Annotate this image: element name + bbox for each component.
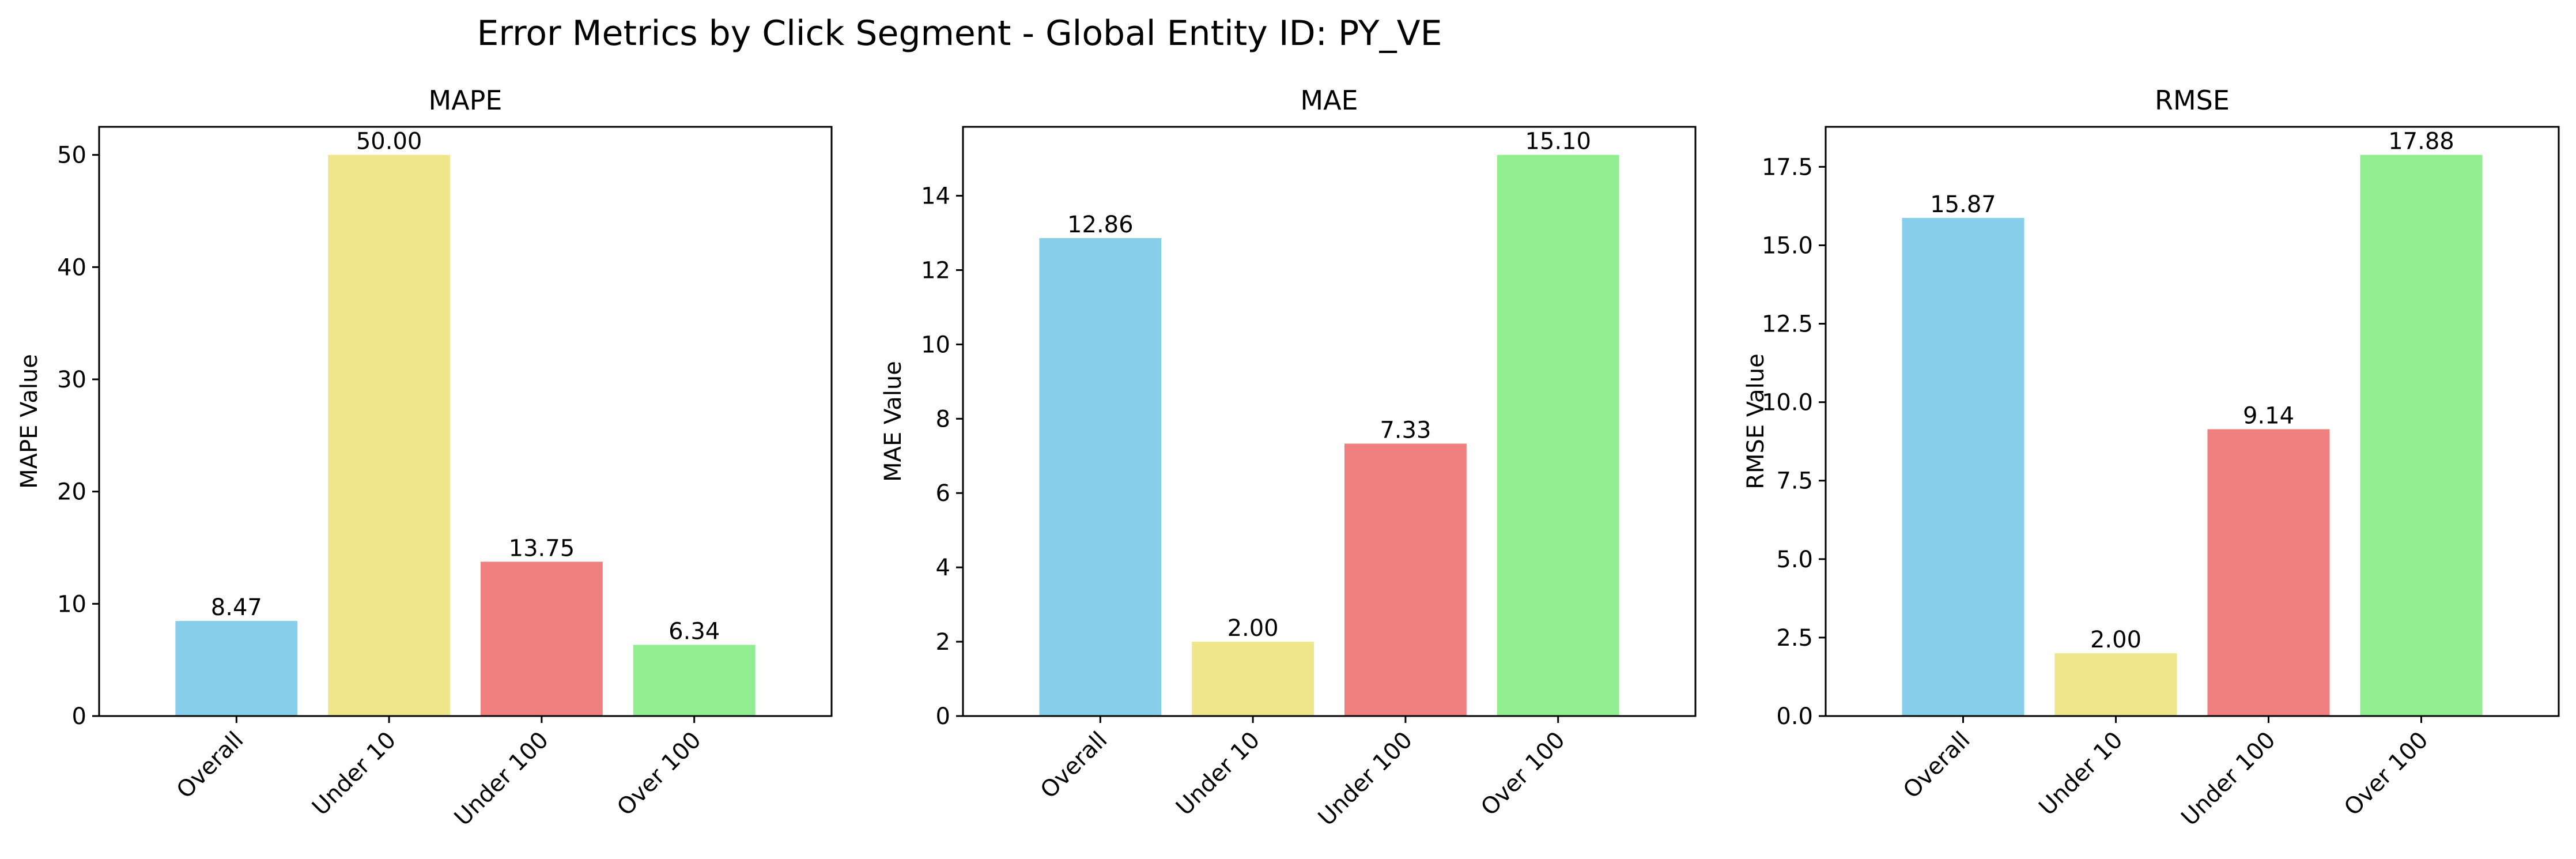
bar [1344,443,1467,716]
data-label: 15.87 [1930,191,1996,218]
bar [1192,642,1315,716]
bar [2360,155,2483,717]
y-tick-label: 10.0 [1762,390,1813,416]
data-label: 7.33 [1380,417,1431,444]
data-label: 8.47 [211,594,262,621]
chart-title: MAE [1300,85,1358,116]
y-tick-label: 0 [936,703,950,730]
bar [1497,155,1619,717]
y-tick-label: 5.0 [1776,547,1813,573]
bar [1039,238,1162,716]
y-tick-label: 30 [57,367,86,393]
x-tick-label: Overall [172,727,249,804]
x-tick-label: Under 10 [307,727,401,821]
y-tick-label: 20 [57,479,86,506]
y-tick-label: 10 [921,331,950,358]
bar [2054,653,2177,716]
x-tick-label: Overall [1036,727,1113,804]
plot-frame [1825,126,2560,717]
x-tick-label: Under 100 [2176,727,2280,831]
bar [633,645,756,716]
figure-title: Error Metrics by Click Segment - Global … [477,13,1442,54]
data-label: 12.86 [1067,212,1134,238]
data-label: 2.00 [2090,627,2141,653]
x-tick-label: Overall [1898,727,1976,804]
y-tick-label: 2.5 [1776,625,1813,651]
x-tick-label: Over 100 [1476,727,1570,822]
plot-frame [962,126,1697,717]
y-tick-label: 7.5 [1776,468,1813,495]
bar [175,621,298,716]
x-tick-label: Over 100 [612,727,707,822]
chart-title: MAPE [429,85,503,116]
y-tick-label: 17.5 [1762,154,1813,180]
data-label: 13.75 [509,535,575,562]
x-tick-label: Under 100 [1313,727,1418,831]
y-tick-label: 40 [57,254,86,281]
y-tick-label: 50 [57,142,86,169]
y-tick-label: 10 [57,591,86,617]
y-tick-label: 0.0 [1776,703,1813,730]
y-axis-label: MAPE Value [16,354,43,489]
data-label: 2.00 [1227,615,1279,642]
y-axis-label: MAE Value [880,361,906,482]
x-tick-label: Over 100 [2339,727,2434,822]
bar [1902,218,2024,716]
y-tick-label: 8 [936,406,950,432]
chart-panel-mae: MAE MAE Value 12.86 Overall 2.00 Under 10 7.33… [880,85,1697,831]
bar [2207,429,2330,716]
y-axis-label: RMSE Value [1743,353,1769,489]
chart-panel-mape: MAPE MAPE Value 8.47 Overall 50.00 Under 10 13… [16,85,833,831]
data-label: 50.00 [356,129,422,155]
y-tick-label: 6 [936,480,950,507]
y-tick-label: 14 [921,183,950,210]
chart-title: RMSE [2155,85,2230,116]
data-label: 9.14 [2243,402,2294,429]
y-tick-label: 0 [72,703,86,730]
chart-panel-rmse: RMSE RMSE Value 15.87 Overall 2.00 Under 10 9.… [1743,85,2560,831]
x-tick-label: Under 10 [2034,727,2128,821]
data-label: 15.10 [1525,129,1591,155]
x-tick-label: Under 100 [450,727,554,831]
plot-frame [98,126,833,717]
bar [328,155,451,717]
y-tick-label: 15.0 [1762,232,1813,259]
y-tick-label: 12 [921,257,950,284]
x-tick-label: Under 10 [1171,727,1265,821]
y-tick-label: 4 [936,555,950,581]
data-label: 6.34 [668,619,720,645]
y-tick-label: 12.5 [1762,311,1813,338]
y-tick-label: 2 [936,629,950,655]
data-label: 17.88 [2388,129,2454,155]
bar [480,562,603,716]
